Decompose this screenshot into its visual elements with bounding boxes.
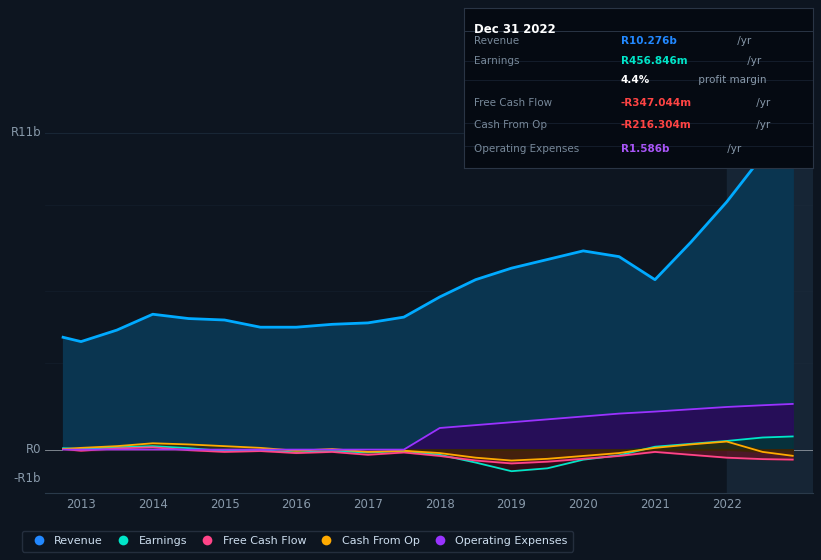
Text: R10.276b: R10.276b — [621, 35, 677, 45]
Text: -R1b: -R1b — [14, 472, 41, 485]
Text: 4.4%: 4.4% — [621, 76, 650, 86]
Text: R456.846m: R456.846m — [621, 57, 687, 66]
Text: /yr: /yr — [754, 98, 771, 108]
Text: /yr: /yr — [744, 57, 761, 66]
Text: /yr: /yr — [734, 35, 751, 45]
Text: R1.586b: R1.586b — [621, 144, 669, 154]
Text: Free Cash Flow: Free Cash Flow — [475, 98, 553, 108]
Text: -R347.044m: -R347.044m — [621, 98, 692, 108]
Text: Cash From Op: Cash From Op — [475, 120, 548, 130]
Legend: Revenue, Earnings, Free Cash Flow, Cash From Op, Operating Expenses: Revenue, Earnings, Free Cash Flow, Cash … — [22, 530, 573, 552]
Text: Revenue: Revenue — [475, 35, 520, 45]
Text: Dec 31 2022: Dec 31 2022 — [475, 23, 556, 36]
Bar — [727, 90, 813, 493]
Text: profit margin: profit margin — [695, 76, 766, 86]
Text: -R216.304m: -R216.304m — [621, 120, 691, 130]
Text: Operating Expenses: Operating Expenses — [475, 144, 580, 154]
Text: /yr: /yr — [724, 144, 741, 154]
Text: Earnings: Earnings — [475, 57, 520, 66]
Text: R0: R0 — [25, 443, 41, 456]
Text: /yr: /yr — [754, 120, 771, 130]
Text: R11b: R11b — [11, 127, 41, 139]
